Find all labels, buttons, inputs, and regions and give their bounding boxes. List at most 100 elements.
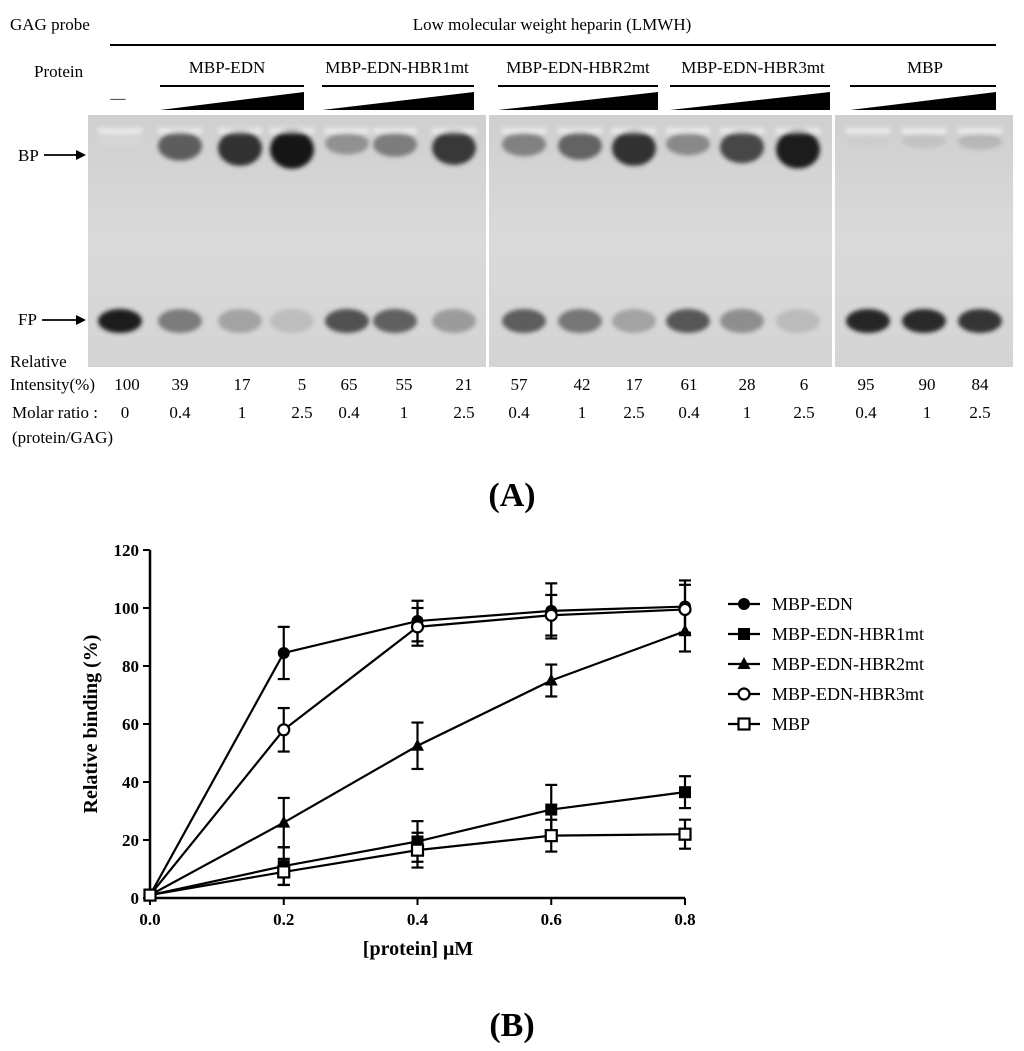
lane-ratio: 0.4 [338,403,360,422]
gel-well [158,128,202,134]
legend-marker [737,717,751,731]
molar-ratio-label: Molar ratio : [12,403,98,422]
data-point [143,888,157,902]
gel-well [612,128,656,134]
lane-ratio: 0.4 [855,403,877,422]
gel-segment-2 [489,115,832,367]
bound-probe-band [958,133,1002,150]
lane-intensity: 17 [234,375,252,394]
lane-ratio: 1 [743,403,752,422]
lane-ratio: 0.4 [169,403,191,422]
control-intensity: 100 [114,375,140,394]
gel-well [846,128,890,134]
gel-well [502,128,546,134]
gel-well [558,128,602,134]
legend-label: MBP-EDN-HBR1mt [772,624,924,644]
y-tick-label: 40 [122,773,139,792]
data-point [679,786,691,799]
x-tick-label: 0.6 [541,910,562,929]
y-tick-label: 0 [131,889,140,908]
gel-well [373,128,417,134]
x-tick-label: 0.8 [674,910,695,929]
data-point [277,723,291,737]
bp-arrow-head [76,150,86,160]
bound-probe-band [373,132,417,157]
bound-probe-band [270,130,314,169]
x-tick-label: 0.2 [273,910,294,929]
gel-bands [98,128,1002,333]
intensity-label: Intensity(%) [10,375,95,394]
x-tick-label: 0.0 [139,910,160,929]
lane-intensity: 39 [172,375,189,394]
lane-intensity: 5 [298,375,307,394]
lane-ratio: 2.5 [793,403,814,422]
x-axis-ticks: 0.0 0.2 0.4 0.6 0.8 [139,898,696,929]
gel-well [432,128,476,134]
bound-probe-band [612,130,656,166]
lane-ratio: 1 [923,403,932,422]
lane-ratio: 1 [400,403,409,422]
lane-values: 39 17 50.4 1 2.565 55 210.4 1 2.557 42 170.4 1 2.561… [169,375,990,422]
lane-intensity: 84 [972,375,990,394]
bp-label: BP [18,146,39,165]
bound-probe-band [98,134,142,146]
gag-probe-label: GAG probe [10,15,90,34]
data-point [410,620,425,634]
lane-ratio: 0.4 [678,403,700,422]
lane-intensity: 28 [739,375,756,394]
legend-label: MBP-EDN [772,594,853,614]
gel-well [218,128,262,134]
no-protein-mark: — [110,91,127,107]
free-probe-band [373,309,417,333]
bound-probe-band [432,130,476,165]
lane-ratio: 1 [238,403,247,422]
free-probe-band [720,309,764,333]
lane-intensity: 90 [919,375,936,394]
y-tick-label: 80 [122,657,139,676]
legend-label: MBP-EDN-HBR2mt [772,654,924,674]
legend: MBP-EDN MBP-EDN-HBR1mt MBP-EDN-HBR2mt MBP-E… [728,594,924,734]
data-point [544,829,558,843]
data-point [678,602,692,617]
protein-label: Protein [34,62,84,81]
concentration-wedge [322,92,474,110]
legend-marker [738,628,750,640]
lane-intensity: 42 [574,375,591,394]
lane-intensity: 21 [456,375,473,394]
lane-ratio: 2.5 [623,403,644,422]
y-tick-label: 120 [114,541,140,560]
lane-intensity: 95 [858,375,875,394]
y-tick-label: 100 [114,599,140,618]
x-tick-label: 0.4 [407,910,429,929]
data-point [277,865,291,879]
group-name: MBP-EDN [189,58,266,77]
lane-ratio: 2.5 [291,403,312,422]
gel-well [958,128,1002,134]
free-probe-band [98,309,142,333]
bound-probe-band [158,131,202,161]
group-name: MBP [907,58,943,77]
bound-probe-band [325,132,369,155]
lane-intensity: 6 [800,375,809,394]
bound-probe-band [558,131,602,160]
free-probe-band [958,309,1002,333]
gel-well [902,128,946,134]
data-point [544,673,558,686]
lane-ratio: 1 [578,403,587,422]
relative-label: Relative [10,352,67,371]
data-point [410,843,425,857]
gel-well [98,128,142,134]
legend-label: MBP-EDN-HBR3mt [772,684,924,704]
panel-b-caption: (B) [489,1007,534,1044]
data-point [544,608,558,622]
panel-b-chart: 0 20 40 60 80 100 120 0.0 0.2 0.4 0.6 0.8 Relative… [80,541,924,1044]
free-probe-band [846,309,890,333]
lane-ratio: 2.5 [969,403,990,422]
y-tick-label: 20 [122,831,139,850]
series-layer [143,579,692,902]
concentration-wedge [850,92,996,110]
free-probe-band [612,309,656,333]
lane-intensity: 17 [626,375,644,394]
series-mbp [143,818,692,902]
